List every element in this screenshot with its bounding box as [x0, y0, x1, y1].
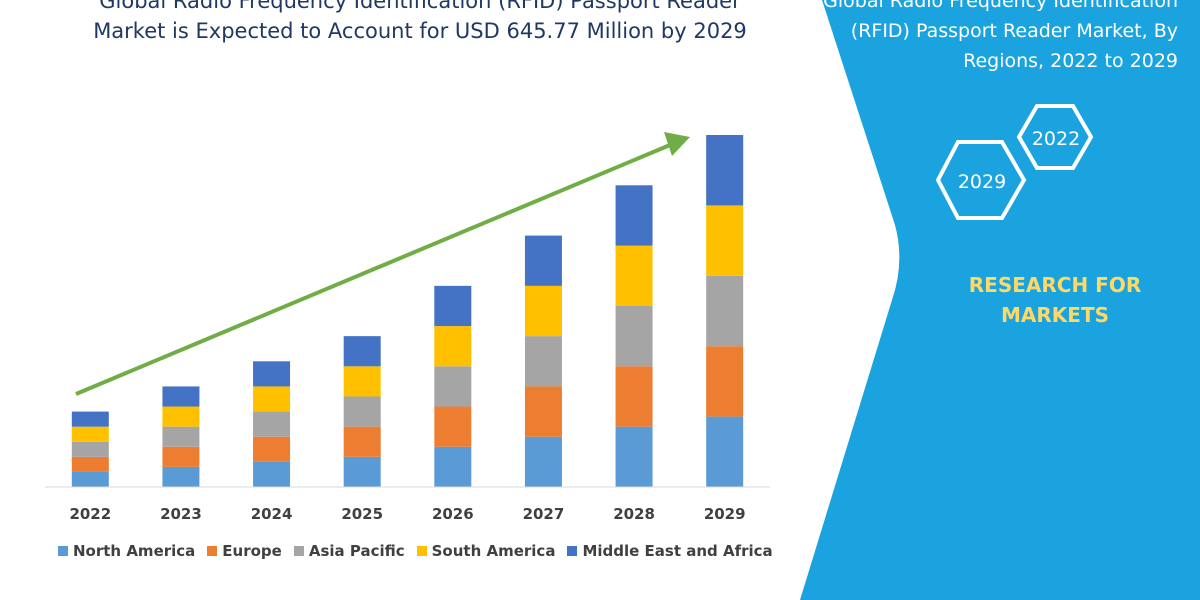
bar-2023-south-america: [162, 406, 200, 427]
bar-2022-south-america: [71, 426, 109, 442]
bar-2029-asia-pacific: [706, 275, 744, 347]
x-tick-label: 2027: [523, 505, 565, 523]
hexagon-2022: [1016, 104, 1094, 170]
bar-2024-north-america: [253, 461, 291, 487]
trend-arrow-line: [75, 143, 671, 396]
bar-2025-middle-east-and-africa: [343, 336, 381, 367]
bar-2029-south-america: [706, 205, 744, 276]
bar-2028-asia-pacific: [615, 305, 653, 367]
side-panel-title: Global Radio Frequency Identification (R…: [823, 0, 1178, 72]
legend-label: South America: [431, 542, 556, 560]
bar-2024-europe: [253, 436, 291, 462]
trend-arrow: [75, 132, 690, 396]
legend-swatch: [207, 546, 218, 556]
x-tick-label: 2022: [69, 505, 111, 523]
bar-2026-south-america: [434, 326, 472, 367]
legend: North America Europe Asia Pacific South Ame…: [58, 540, 773, 562]
bar-2025-south-america: [343, 366, 381, 397]
legend-item: Middle East and Africa: [567, 542, 773, 560]
legend-item: Asia Pacific: [293, 542, 405, 560]
bar-2027-europe: [524, 386, 562, 437]
bar-2026-middle-east-and-africa: [434, 285, 472, 327]
bar-2023-asia-pacific: [162, 426, 200, 447]
bar-2022-north-america: [71, 471, 109, 487]
bar-2022-europe: [71, 456, 109, 472]
stacked-bar-chart: 2022 2023 2024 2025 2026 2027 2028 2029: [45, 132, 770, 523]
bar-2025-asia-pacific: [343, 396, 381, 427]
bar-2026-europe: [434, 406, 472, 447]
legend-label: Europe: [222, 542, 282, 560]
x-tick-label: 2029: [704, 505, 746, 523]
bar-2023-north-america: [162, 466, 200, 487]
bar-2028-europe: [615, 366, 653, 427]
bar-2022-middle-east-and-africa: [71, 411, 109, 427]
bar-2024-asia-pacific: [253, 411, 291, 437]
x-tick-label: 2028: [613, 505, 655, 523]
x-tick-label: 2024: [251, 505, 293, 523]
bar-2022-asia-pacific: [71, 441, 109, 457]
x-tick-labels: 2022 2023 2024 2025 2026 2027 2028 2029: [69, 505, 745, 523]
legend-swatch: [293, 546, 304, 556]
bar-2029-middle-east-and-africa: [706, 135, 744, 206]
x-tick-label: 2023: [160, 505, 202, 523]
bar-2028-north-america: [615, 426, 653, 487]
brand-text: RESEARCH FOR MARKETS: [968, 273, 1142, 327]
legend-label: North America: [73, 542, 196, 560]
bar-2026-asia-pacific: [434, 366, 472, 407]
bar-2024-middle-east-and-africa: [253, 361, 291, 387]
bar-2026-north-america: [434, 446, 472, 487]
legend-label: Middle East and Africa: [582, 542, 773, 560]
bar-2028-south-america: [615, 245, 653, 306]
legend-swatch: [416, 546, 427, 556]
legend-swatch: [567, 546, 578, 556]
bar-2029-north-america: [706, 416, 744, 487]
bar-2029-europe: [706, 346, 744, 417]
legend-item: North America: [58, 542, 195, 560]
bar-2027-asia-pacific: [524, 336, 562, 387]
legend-label: Asia Pacific: [308, 542, 405, 560]
chart-title: Global Radio Frequency Identification (R…: [93, 0, 747, 43]
bar-2024-south-america: [253, 386, 291, 412]
hexagon-label-2022: 2022: [1032, 128, 1080, 150]
bar-2028-middle-east-and-africa: [615, 185, 653, 246]
bar-2027-north-america: [524, 436, 562, 487]
legend-swatch: [58, 546, 68, 556]
x-tick-label: 2026: [432, 505, 474, 523]
legend-item: South America: [416, 542, 556, 560]
hexagon-label-2029: 2029: [958, 171, 1006, 193]
bar-2023-middle-east-and-africa: [162, 386, 200, 407]
hexagon-2029: [935, 140, 1027, 220]
bars-group: [71, 135, 744, 487]
bar-2025-north-america: [343, 456, 381, 487]
bar-2027-south-america: [524, 285, 562, 337]
bar-2025-europe: [343, 426, 381, 457]
x-tick-label: 2025: [341, 505, 383, 523]
side-panel-shape: [800, 0, 1200, 600]
bar-2027-middle-east-and-africa: [524, 235, 562, 286]
bar-2023-europe: [162, 446, 200, 467]
legend-item: Europe: [207, 542, 282, 560]
trend-arrow-head: [664, 132, 690, 156]
